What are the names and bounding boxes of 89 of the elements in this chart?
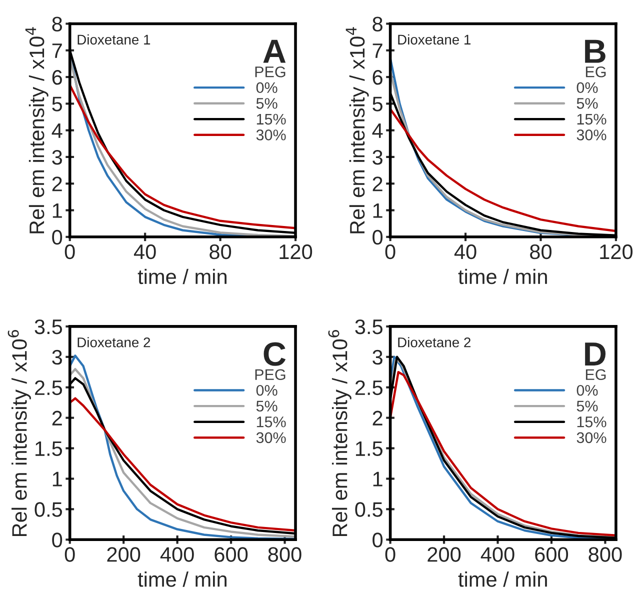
- legend-title: PEG: [255, 369, 286, 380]
- legend-label: 0%: [256, 82, 278, 94]
- x-tick-label: 80: [530, 244, 552, 260]
- x-axis-title: time / min: [458, 268, 547, 284]
- y-tick-label: 2: [372, 410, 382, 426]
- y-tick-label: 7: [372, 44, 382, 58]
- legend-label: 5%: [256, 400, 278, 412]
- y-tick-label: 2: [52, 176, 62, 192]
- annotation: B: [585, 40, 606, 63]
- legend-label: 0%: [256, 384, 278, 396]
- x-tick-label: 200: [428, 547, 461, 562]
- y-tick-label: 1.5: [356, 441, 382, 456]
- legend-label: 0%: [576, 82, 598, 94]
- legend-label: 15%: [577, 416, 606, 428]
- y-tick-label: 2: [372, 176, 382, 192]
- y-tick-label: 0: [372, 532, 383, 548]
- annotation: Dioxetane 2: [78, 337, 150, 348]
- y-axis-title: Rel em intensity / x10$^{4}$: [346, 27, 369, 234]
- y-axis-title: Rel em intensity / x10$^{6}$: [8, 330, 31, 536]
- annotation: Dioxetane 1: [78, 34, 150, 45]
- x-tick-label: 40: [134, 244, 156, 260]
- annotation: D: [585, 342, 606, 366]
- y-tick-label: 7: [52, 44, 62, 58]
- y-tick-label: 3: [52, 350, 62, 365]
- y-tick-label: 1: [373, 203, 382, 218]
- x-tick-label: 0: [64, 547, 75, 562]
- y-tick-label: 3: [372, 150, 382, 165]
- x-tick-label: 200: [107, 547, 140, 562]
- legend-label: 5%: [576, 400, 598, 412]
- legend-label: 15%: [577, 114, 606, 125]
- y-tick-label: 3: [52, 150, 62, 165]
- y-tick-label: 1: [52, 472, 62, 486]
- x-tick-label: 40: [454, 244, 476, 260]
- y-tick-label: 5: [52, 96, 62, 112]
- legend-label: 5%: [576, 98, 598, 109]
- legend-label: 5%: [256, 98, 278, 109]
- y-tick-label: 8: [52, 16, 62, 32]
- legend-title: PEG: [255, 66, 286, 78]
- y-tick-label: 0: [372, 230, 383, 245]
- x-axis-title: time / min: [458, 572, 547, 587]
- y-tick-label: 3.5: [34, 319, 62, 334]
- y-tick-label: 3.5: [355, 319, 382, 334]
- legend-label: 0%: [576, 384, 598, 396]
- y-tick-label: 8: [372, 16, 382, 32]
- x-tick-label: 0: [64, 244, 75, 260]
- annotation: C: [264, 342, 286, 366]
- x-axis-title: time / min: [138, 572, 226, 587]
- y-tick-label: 4: [52, 124, 62, 138]
- annotation: Dioxetane 1: [398, 34, 471, 45]
- legend-label: 30%: [576, 130, 606, 140]
- x-tick-label: 600: [214, 547, 248, 562]
- y-tick-label: 6: [52, 70, 62, 85]
- y-tick-label: 0.5: [34, 502, 62, 517]
- x-tick-label: 600: [535, 547, 568, 562]
- y-tick-label: 3: [372, 350, 382, 365]
- y-axis-title: Rel em intensity / x10$^{4}$: [25, 27, 48, 234]
- x-tick-label: 0: [385, 244, 396, 260]
- legend-label: 15%: [256, 416, 286, 428]
- y-tick-label: 0.5: [355, 502, 382, 517]
- y-tick-label: 4: [372, 124, 383, 138]
- y-tick-label: 6: [372, 70, 382, 85]
- legend-label: 15%: [256, 114, 286, 125]
- annotation: Dioxetane 2: [398, 337, 470, 348]
- x-tick-label: 80: [210, 244, 232, 260]
- y-tick-label: 2: [52, 410, 62, 426]
- y-tick-label: 5: [372, 96, 382, 112]
- x-tick-label: 400: [160, 547, 194, 562]
- line-series: [70, 84, 296, 230]
- y-tick-label: 0: [52, 532, 62, 548]
- y-tick-label: 1.5: [36, 441, 62, 456]
- x-axis-title: time / min: [138, 268, 226, 284]
- legend-label: 30%: [256, 432, 286, 444]
- legend-title: EG: [586, 369, 606, 380]
- x-tick-label: 0: [385, 547, 396, 562]
- y-tick-label: 0: [52, 230, 62, 245]
- x-tick-label: 400: [480, 547, 514, 562]
- annotation: A: [263, 40, 286, 63]
- y-tick-label: 1: [373, 472, 382, 486]
- y-axis-title: Rel em intensity / x10$^{6}$: [328, 330, 352, 536]
- x-tick-label: 120: [600, 244, 633, 260]
- legend-label: 30%: [576, 432, 606, 444]
- x-tick-label: 800: [588, 547, 622, 562]
- legend-label: 30%: [256, 130, 286, 140]
- y-tick-label: 2.5: [355, 380, 382, 396]
- x-tick-label: 120: [280, 244, 312, 260]
- y-tick-label: 2.5: [34, 380, 62, 396]
- y-tick-label: 1: [52, 203, 62, 218]
- legend-title: EG: [586, 66, 606, 78]
- x-tick-label: 800: [268, 547, 302, 562]
